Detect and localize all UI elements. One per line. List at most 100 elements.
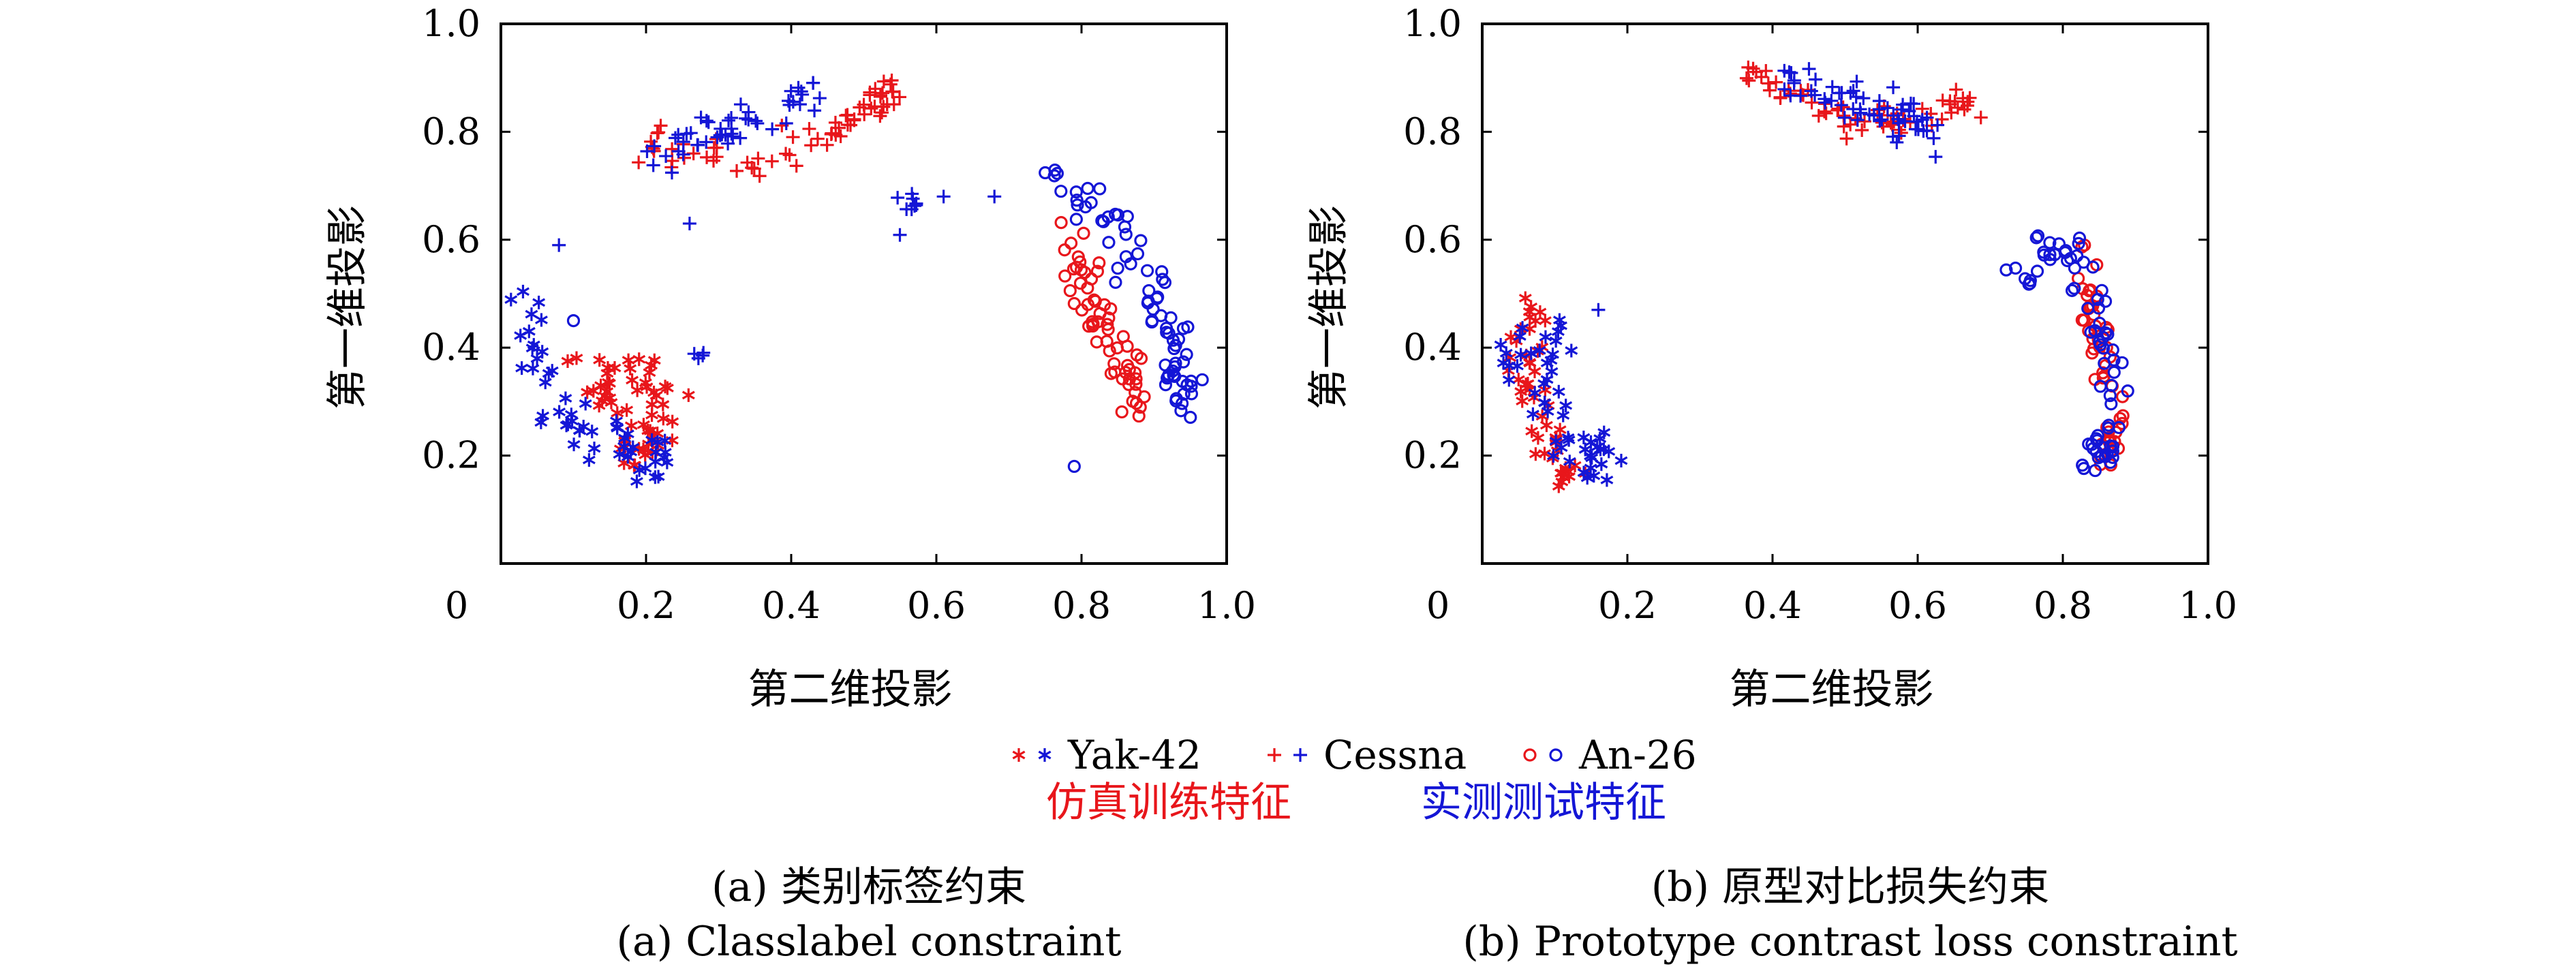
point-yak-42-simulated	[598, 389, 611, 403]
point-cessna-simulated	[654, 119, 668, 133]
point-cessna-simulated	[1857, 114, 1871, 129]
point-yak-42-measured	[1602, 444, 1616, 459]
point-yak-42-measured	[545, 364, 559, 378]
point-yak-42-simulated	[665, 433, 679, 448]
point-yak-42-measured	[1502, 373, 1516, 387]
point-yak-42-simulated	[630, 383, 644, 397]
scatter-panel-a: 0 0.2 0.4 0.6 0.8 1.0 0.2 0.4 0.6 0.8 1.0 第二维投影 第一维投…	[324, 2, 1256, 713]
point-yak-42-measured	[1577, 430, 1591, 444]
point-an-26-simulated	[1081, 281, 1094, 295]
point-an-26-measured	[1119, 228, 1133, 241]
x-tick-label: 0	[445, 584, 468, 627]
point-yak-42-measured	[522, 324, 536, 339]
point-cessna-measured	[647, 139, 662, 153]
legend-item-label: Yak-42	[1067, 732, 1201, 778]
point-cessna-simulated	[786, 130, 800, 144]
point-yak-42-measured	[525, 341, 539, 355]
point-cessna-simulated	[857, 107, 872, 121]
point-yak-42-simulated	[637, 418, 650, 432]
point-an-26-measured	[1174, 404, 1188, 418]
point-yak-42-simulated	[1538, 313, 1552, 328]
point-an-26-measured	[1999, 263, 2013, 277]
point-yak-42-measured	[1516, 321, 1529, 335]
point-yak-42-measured	[526, 361, 540, 375]
point-yak-42-measured	[1584, 461, 1597, 475]
point-an-26-measured	[1145, 315, 1159, 329]
scatter-panel-b: 0 0.2 0.4 0.6 0.8 1.0 0.2 0.4 0.6 0.8 1.0 第二维投影 第一维投…	[1305, 2, 2237, 713]
point-yak-42-simulated	[1516, 394, 1529, 408]
point-yak-42-measured	[582, 453, 596, 467]
point-cessna-simulated	[752, 169, 767, 183]
point-yak-42-measured	[1557, 408, 1570, 422]
x-tick-label: 0.6	[907, 584, 966, 627]
point-an-26-simulated	[1086, 315, 1099, 328]
x-tick-label: 0.4	[762, 584, 821, 627]
point-an-26-measured	[1195, 373, 1209, 386]
point-yak-42-simulated	[1523, 310, 1537, 324]
legend-items: Yak-42 Cessna An-26	[1012, 732, 1697, 778]
point-yak-42-simulated	[1524, 300, 1538, 314]
y-axis-label: 第一维投影	[324, 205, 371, 410]
point-yak-42-measured	[1528, 386, 1542, 400]
legend-marker-simulated	[1523, 748, 1537, 762]
point-yak-42-simulated	[602, 376, 616, 390]
point-yak-42-simulated	[561, 354, 574, 369]
point-an-26-measured	[1141, 296, 1154, 310]
point-an-26-measured	[1184, 410, 1197, 425]
point-an-26-simulated	[1067, 296, 1081, 311]
point-cessna-measured	[891, 191, 905, 205]
point-an-26-measured	[1081, 181, 1094, 196]
point-an-26-measured	[2030, 264, 2044, 278]
point-cessna-simulated	[779, 147, 793, 161]
point-cessna-simulated	[886, 84, 900, 99]
point-yak-42-measured	[1551, 324, 1565, 339]
point-cessna-simulated	[1742, 74, 1756, 88]
point-an-26-measured	[2121, 384, 2134, 398]
point-yak-42-measured	[514, 328, 527, 343]
point-an-26-measured	[1140, 264, 1154, 277]
point-cessna-simulated	[730, 164, 744, 178]
point-an-26-measured	[1184, 387, 1199, 401]
point-an-26-measured	[2093, 335, 2106, 349]
point-an-26-measured	[2104, 378, 2118, 392]
point-yak-42-measured	[1600, 473, 1614, 487]
point-yak-42-measured	[1497, 356, 1510, 370]
point-an-26-simulated	[1092, 256, 1106, 270]
plot-frame	[1481, 22, 2209, 565]
point-cessna-measured	[806, 76, 821, 90]
point-cessna-measured	[793, 97, 807, 112]
point-cessna-measured	[765, 122, 780, 136]
x-tick-label: 0.8	[1052, 584, 1111, 627]
point-cessna-measured	[1782, 65, 1796, 79]
point-cessna-measured	[710, 130, 724, 144]
point-yak-42-measured	[1565, 343, 1578, 358]
point-yak-42-measured	[1549, 434, 1563, 448]
point-yak-42-measured	[651, 435, 664, 449]
point-yak-42-measured	[1562, 433, 1576, 447]
scatter-panels: 0 0.2 0.4 0.6 0.8 1.0 0.2 0.4 0.6 0.8 1.0 第二维投影 第一维投…	[324, 2, 2237, 713]
point-cessna-simulated	[863, 85, 877, 99]
point-yak-42-simulated	[608, 360, 622, 375]
point-outlier	[987, 189, 1002, 204]
point-an-26-measured	[2107, 365, 2121, 379]
point-an-26-simulated	[1120, 358, 1135, 372]
point-yak-42-simulated	[1531, 431, 1545, 445]
point-cessna-measured	[699, 114, 714, 128]
point-cessna-measured	[1875, 112, 1889, 127]
legend-item-label: An-26	[1578, 732, 1697, 778]
point-cessna-measured	[722, 113, 736, 127]
legend-item-yak-42: Yak-42	[1012, 732, 1201, 778]
legend-marker-measured	[1293, 748, 1307, 762]
legend-marker-simulated	[1268, 748, 1281, 762]
point-cessna-simulated	[876, 74, 891, 89]
point-yak-42-measured	[1540, 372, 1554, 386]
point-yak-42-simulated	[1553, 422, 1567, 437]
point-an-26-measured	[1180, 348, 1193, 361]
point-cessna-measured	[1927, 131, 1941, 145]
point-cessna-simulated	[1811, 108, 1826, 123]
point-cessna-simulated	[740, 155, 754, 170]
point-an-26-measured	[1124, 257, 1137, 271]
point-yak-42-measured	[1494, 338, 1507, 352]
point-cessna-simulated	[1855, 123, 1869, 138]
point-an-26-measured	[1176, 322, 1191, 335]
